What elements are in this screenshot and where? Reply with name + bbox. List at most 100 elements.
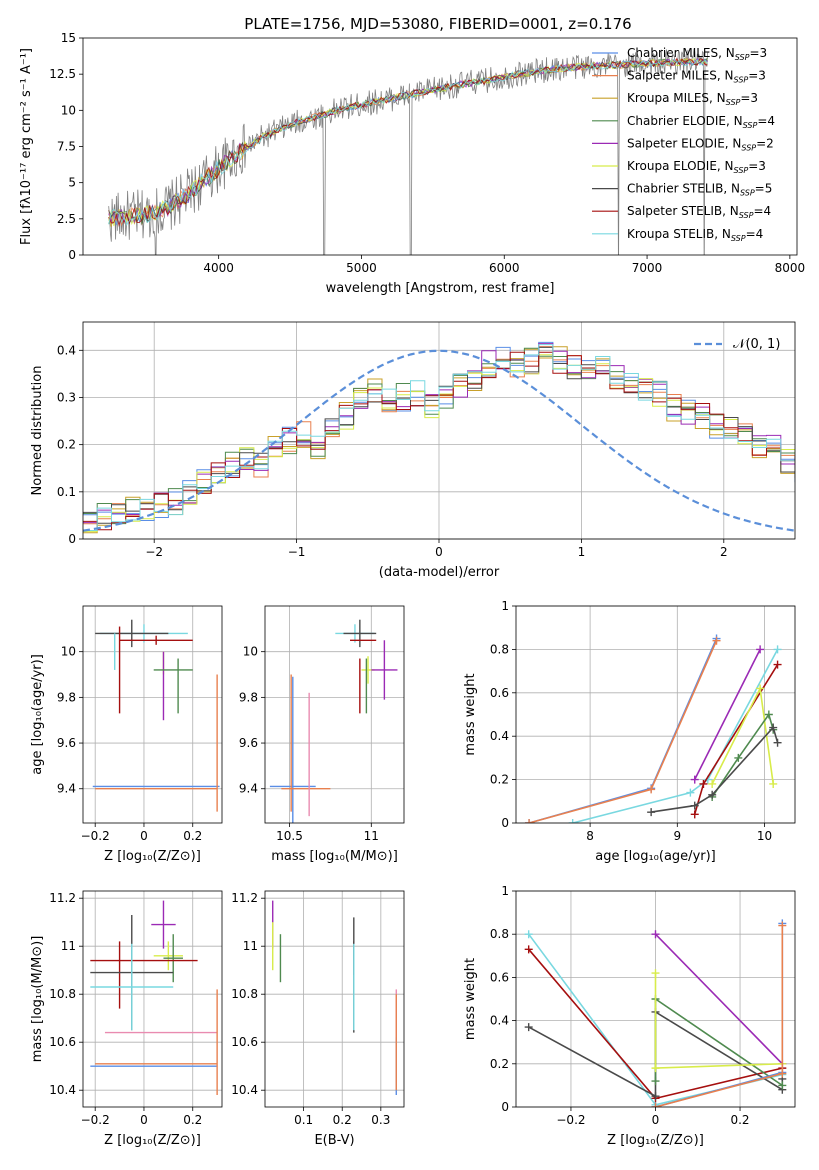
x-tick-label: −0.2: [81, 1113, 110, 1127]
y-tick-label: 15: [61, 31, 76, 45]
weight-marker: [708, 779, 717, 788]
weight-marker: [686, 788, 695, 797]
y-tick-label: 0: [68, 532, 76, 546]
axes-mass_vs_ebv: 0.1 0.2 0.3 10.4 10.6 10.8 11 11.2 E(B-V): [231, 890, 405, 1148]
y-tick-label: 9.4: [239, 782, 258, 796]
legend-entry: 𝒩(0, 1): [733, 337, 780, 352]
y-tick-label: 0: [501, 816, 509, 830]
axes-mass_vs_Z: −0.2 0 0.2 10.4 10.6 10.8 11 11.2 Z [log₁₀(Z/Z⊙)…: [30, 890, 223, 1148]
y-tick-label: 9.4: [57, 782, 76, 796]
legend-entry: Chabrier STELIB, NSSP=5: [627, 182, 772, 198]
plot-area-mass_vs_Z: [90, 900, 218, 1095]
x-tick-label: 1: [578, 545, 586, 559]
weight-line-salpeter-stelib: [693, 664, 779, 815]
weight-line-salpeter-elodie: [654, 933, 783, 1065]
x-axis-label: E(B-V): [314, 1133, 354, 1148]
weight-marker: [524, 1023, 533, 1032]
y-tick-label: 12.5: [49, 67, 76, 81]
x-axis-label: wavelength [Angstrom, rest frame]: [326, 281, 555, 296]
weight-marker: [712, 636, 721, 645]
x-axis-label: age [log₁₀(age/yr)]: [595, 849, 716, 864]
axes-spectrum: 4000 5000 6000 7000 8000 0 2.5 5 7.5 10 12.5 15 wave…: [19, 31, 805, 296]
weight-marker: [778, 921, 787, 930]
weight-marker: [651, 930, 660, 939]
plot-area-weight_vs_age: [525, 634, 782, 823]
y-tick-label: 9.6: [239, 736, 258, 750]
y-axis-label: mass weight: [463, 958, 478, 1040]
weight-marker: [525, 819, 534, 823]
weight-marker: [773, 645, 782, 654]
x-tick-label: 2: [720, 545, 728, 559]
x-tick-label: −2: [145, 545, 163, 559]
y-tick-label: 10.4: [49, 1083, 76, 1097]
weight-marker: [773, 738, 782, 747]
y-tick-label: 10.6: [231, 1035, 258, 1049]
y-tick-label: 0.1: [57, 485, 76, 499]
x-axis-label: (data-model)/error: [379, 565, 500, 580]
weight-marker: [647, 785, 656, 794]
x-tick-label: 11: [364, 829, 379, 843]
weight-marker: [734, 753, 743, 762]
x-tick-label: 0.3: [371, 1113, 390, 1127]
y-tick-label: 0.3: [57, 390, 76, 404]
weight-line-chabrier-elodie: [654, 997, 783, 1087]
weight-marker: [769, 779, 778, 788]
x-tick-label: 6000: [489, 261, 520, 275]
x-tick-label: 0.2: [730, 1113, 749, 1127]
y-tick-label: 0: [501, 1100, 509, 1114]
y-tick-label: 10: [61, 103, 76, 117]
weight-marker: [756, 684, 765, 693]
spectrum-data-line: [108, 48, 709, 255]
weight-line-salpeter-elodie: [693, 649, 761, 780]
x-tick-label: 0: [140, 829, 148, 843]
x-axis-label: Z [log₁₀(Z/Z⊙)]: [607, 1133, 704, 1148]
y-tick-label: 10.8: [49, 987, 76, 1001]
legend-entry: Chabrier ELODIE, NSSP=4: [627, 114, 775, 130]
x-tick-label: 0: [435, 545, 443, 559]
weight-line-chabrier-elodie: [711, 712, 774, 798]
spectrum-legend: Chabrier MILES, NSSP=3 Salpeter MILES, NS…: [592, 46, 775, 243]
y-tick-label: 0.8: [490, 927, 509, 941]
y-tick-label: 10.8: [231, 987, 258, 1001]
x-tick-label: −1: [288, 545, 306, 559]
weight-marker: [524, 945, 533, 954]
weight-line-kroupa-stelib: [572, 649, 779, 823]
y-tick-label: 7.5: [57, 140, 76, 154]
x-tick-label: 10: [757, 829, 772, 843]
axes-frame: [264, 605, 405, 824]
y-tick-label: 0.8: [490, 642, 509, 656]
x-tick-label: 0.1: [294, 1113, 313, 1127]
y-tick-label: 10.6: [49, 1035, 76, 1049]
y-tick-label: 9.8: [57, 690, 76, 704]
histogram-kroupa-stelib: [83, 344, 795, 531]
weight-marker: [778, 1069, 787, 1078]
weight-marker: [778, 1081, 787, 1090]
x-tick-label: 0.2: [183, 829, 202, 843]
plot-area-age_vs_mass: [269, 619, 398, 823]
y-tick-label: 10: [61, 645, 76, 659]
y-tick-label: 0: [68, 248, 76, 262]
y-axis-label: mass [log₁₀(M/M⊙)]: [30, 936, 45, 1063]
legend-entry: Kroupa ELODIE, NSSP=3: [627, 159, 766, 175]
weight-marker: [756, 645, 765, 654]
y-tick-label: 9.8: [239, 690, 258, 704]
legend-entry: Salpeter ELODIE, NSSP=2: [627, 136, 774, 152]
y-tick-label: 0.4: [57, 343, 76, 357]
normal-reference-curve: [83, 349, 795, 532]
x-tick-label: 0.2: [183, 1113, 202, 1127]
model-spectrum-chabrier-stelib: [108, 58, 708, 225]
y-tick-label: 1: [501, 599, 509, 613]
legend-entry: Salpeter STELIB, NSSP=4: [627, 204, 771, 220]
histogram-kroupa-elodie: [83, 354, 795, 533]
axes-weight_vs_Z: −0.2 0 0.2 0 0.2 0.4 0.6 0.8 1 Z [log₁₀(Z/Z⊙)] mas…: [463, 884, 796, 1148]
histogram-chabrier-elodie: [83, 347, 795, 525]
y-axis-label: age [log₁₀(age/yr)]: [30, 654, 45, 775]
weight-line-chabrier-miles: [528, 638, 718, 823]
y-axis-label: Normed distribution: [30, 366, 45, 496]
weight-marker: [524, 930, 533, 939]
weight-marker: [568, 819, 577, 823]
plot-area-weight_vs_Z: [524, 919, 787, 1107]
weight-marker: [690, 801, 699, 810]
x-tick-label: 9: [673, 829, 681, 843]
